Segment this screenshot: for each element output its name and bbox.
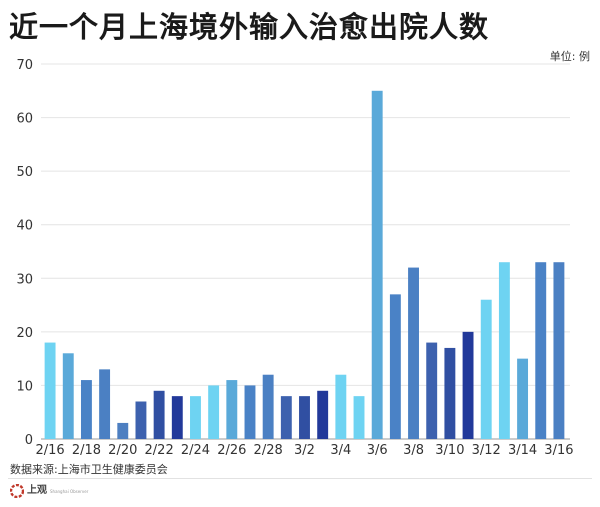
x-tick-label: 3/2 xyxy=(294,443,315,458)
bar-3/12[interactable] xyxy=(480,299,492,439)
bar-3/1[interactable] xyxy=(280,396,292,439)
y-tick-label: 30 xyxy=(16,272,33,287)
y-tick-label: 0 xyxy=(25,433,33,448)
bar-3/9[interactable] xyxy=(426,342,438,439)
footer-divider xyxy=(8,478,592,479)
y-tick-label: 10 xyxy=(16,379,33,394)
x-axis-ticks: 2/16 2/18 2/20 2/22 2/24 2/26 2/28 3/2 3/4 3/6 3/8… xyxy=(35,443,573,458)
unit-label: 单位: 例 xyxy=(549,50,590,63)
bar-3/2[interactable] xyxy=(299,396,310,439)
logo-subtext: Shanghai Observer xyxy=(50,488,89,494)
bar-2/25[interactable] xyxy=(208,385,220,439)
bar-3/5[interactable] xyxy=(353,396,365,439)
bar-3/4[interactable] xyxy=(335,374,347,439)
y-axis-ticks: 0 10 20 30 40 50 60 70 xyxy=(16,58,33,448)
bar-2/28[interactable] xyxy=(262,374,274,439)
logo-icon xyxy=(10,484,24,498)
bars xyxy=(44,90,565,440)
bar-3/8[interactable] xyxy=(408,267,419,439)
bar-2/17[interactable] xyxy=(62,353,74,439)
y-tick-label: 40 xyxy=(16,219,33,234)
bar-3/13[interactable] xyxy=(498,262,510,439)
brand-logo[interactable]: 上观 Shanghai Observer xyxy=(10,484,88,498)
bar-2/22[interactable] xyxy=(153,390,165,439)
x-tick-label: 3/10 xyxy=(435,443,464,458)
x-tick-label: 3/4 xyxy=(330,443,351,458)
y-tick-label: 20 xyxy=(16,326,33,341)
bar-2/16[interactable] xyxy=(44,342,56,439)
bar-2/24[interactable] xyxy=(190,396,201,439)
bar-3/7[interactable] xyxy=(389,294,401,439)
x-tick-label: 2/16 xyxy=(35,443,64,458)
bar-3/15[interactable] xyxy=(535,262,547,439)
chart-title: 近一个月上海境外输入治愈出院人数 xyxy=(9,10,490,44)
x-tick-label: 2/20 xyxy=(108,443,137,458)
bar-2/27[interactable] xyxy=(244,385,256,439)
data-source: 数据来源:上海市卫生健康委员会 xyxy=(10,463,168,476)
bar-3/16[interactable] xyxy=(553,262,565,439)
x-tick-label: 2/18 xyxy=(72,443,101,458)
x-tick-label: 2/26 xyxy=(217,443,246,458)
logo-text: 上观 xyxy=(27,485,47,496)
bar-2/18[interactable] xyxy=(80,380,92,439)
x-tick-label: 3/14 xyxy=(508,443,537,458)
bar-3/3[interactable] xyxy=(317,390,329,439)
bar-3/6[interactable] xyxy=(371,90,383,440)
y-tick-label: 60 xyxy=(16,112,33,127)
x-tick-label: 2/24 xyxy=(181,443,210,458)
y-tick-label: 50 xyxy=(16,165,33,180)
y-tick-label: 70 xyxy=(16,58,33,73)
bar-3/10[interactable] xyxy=(444,347,456,439)
x-tick-label: 3/16 xyxy=(544,443,573,458)
bar-2/20[interactable] xyxy=(117,422,129,439)
bar-2/21[interactable] xyxy=(135,401,147,440)
x-tick-label: 2/22 xyxy=(145,443,174,458)
bar-2/19[interactable] xyxy=(99,369,111,439)
bar-3/11[interactable] xyxy=(462,331,474,439)
bar-3/14[interactable] xyxy=(517,358,529,439)
x-tick-label: 3/12 xyxy=(472,443,501,458)
bar-2/26[interactable] xyxy=(226,380,238,439)
x-tick-label: 3/6 xyxy=(367,443,388,458)
x-tick-label: 3/8 xyxy=(403,443,424,458)
bar-2/23[interactable] xyxy=(171,396,183,439)
x-tick-label: 2/28 xyxy=(254,443,283,458)
